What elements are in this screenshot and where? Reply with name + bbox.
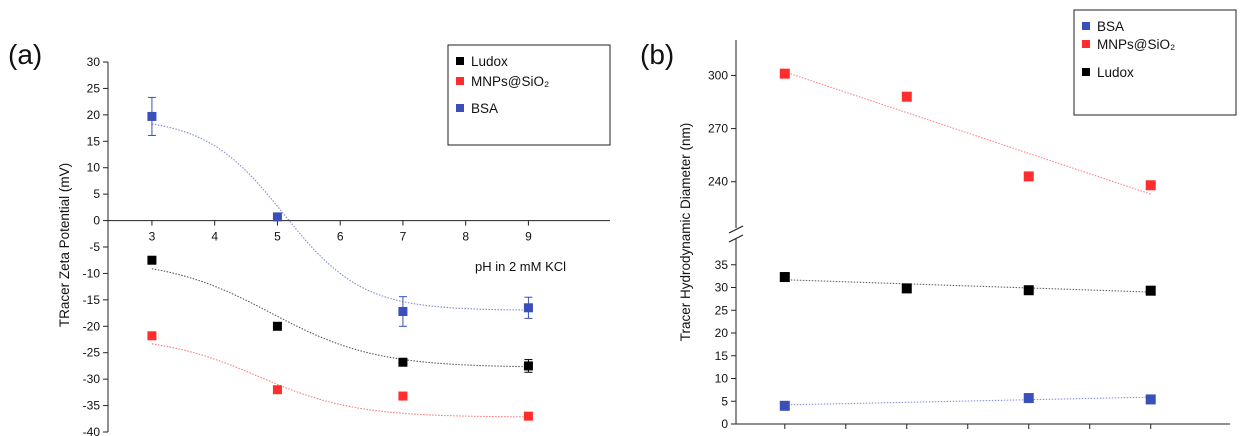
y-tick-label-a: 25 (87, 81, 101, 95)
chart-panel-a: (a) 302520151050-5-10-15-20-25-30-35-403… (8, 39, 611, 436)
y-tick-label-a: -10 (83, 266, 101, 280)
y-tick-label-a: -15 (83, 293, 101, 307)
y-axis-label-a: TRacer Zeta Potential (mV) (57, 163, 72, 327)
data-point-a-bsa (272, 212, 282, 222)
legend-marker-b-mnps (1082, 40, 1090, 48)
y-tick-label-a: -40 (83, 425, 101, 436)
data-point-b-mnps-sio (779, 68, 790, 79)
data-point-a-bsa (398, 306, 408, 316)
legend-marker-b-ludox (1082, 68, 1090, 76)
x-tick-label-a: 6 (337, 230, 344, 244)
x-tick-label-a: 3 (149, 230, 156, 244)
legend-marker-b-bsa (1082, 22, 1090, 30)
data-point-b-mnps-sio (1145, 180, 1156, 191)
legend-label-b-bsa: BSA (1097, 19, 1124, 34)
y-tick-label-b: 30 (715, 281, 729, 295)
fit-curve-a-mnps-sio (151, 343, 529, 418)
y-tick-label-a: -5 (89, 240, 100, 254)
legend-marker-a-ludox (456, 57, 464, 65)
y-tick-label-a: -30 (83, 372, 101, 386)
y-tick-label-b: 300 (708, 68, 728, 82)
legend-box-b (1073, 9, 1237, 116)
y-tick-label-b: 5 (721, 394, 728, 408)
data-point-b-mnps-sio (901, 91, 912, 102)
data-point-a-ludox (147, 255, 157, 265)
y-tick-label-b: 0 (721, 417, 728, 431)
legend-marker-a-mnps (456, 77, 464, 85)
data-point-b-bsa (1145, 394, 1156, 405)
x-axis-label-a: pH in 2 mM KCl (475, 259, 566, 274)
legend-marker-a-bsa (456, 104, 464, 112)
x-tick-label-a: 4 (211, 230, 218, 244)
y-axis-label-b: Tracer Hydrodynamic Diameter (nm) (678, 123, 693, 342)
legend-label-b-ludox: Ludox (1097, 65, 1134, 80)
y-tick-label-a: -35 (83, 399, 101, 413)
data-point-b-ludox (1145, 285, 1156, 296)
data-point-a-bsa (147, 111, 157, 121)
fit-line-b-ludox (784, 279, 1151, 293)
data-point-a-bsa (523, 303, 533, 313)
data-point-b-ludox (901, 283, 912, 294)
data-point-a-ludox (272, 321, 282, 331)
fit-line-b-mnps-sio (784, 71, 1151, 195)
legend-label-b-mnps: MNPs@SiO₂ (1097, 37, 1175, 52)
x-tick-label-a: 9 (525, 230, 532, 244)
y-tick-label-b: 240 (708, 175, 728, 189)
y-tick-label-b: 20 (715, 326, 729, 340)
y-tick-label-b: 15 (715, 349, 729, 363)
y-tick-label-a: -25 (83, 346, 101, 360)
axis-break-mark-b (728, 234, 744, 243)
legend-a: Ludox MNPs@SiO₂ BSA (447, 44, 611, 146)
y-tick-label-b: 10 (715, 372, 729, 386)
y-tick-label-a: 10 (87, 161, 101, 175)
y-tick-label-b: 25 (715, 303, 729, 317)
fit-line-b-bsa (784, 396, 1151, 406)
x-tick-label-a: 5 (274, 230, 281, 244)
data-point-a-ludox (398, 357, 408, 367)
fit-curve-a-ludox (151, 268, 529, 368)
plot-area-b: 0 5 10 15 20 25 30 35 240 270 300 (708, 40, 1230, 431)
y-tick-label-a: -20 (83, 319, 101, 333)
panel-label-b: (b) (640, 39, 674, 70)
data-point-b-bsa (779, 400, 790, 411)
x-tick-label-a: 8 (462, 230, 469, 244)
y-tick-label-b: 35 (715, 258, 729, 272)
y-tick-label-a: 30 (87, 55, 101, 69)
data-point-a-mnps-sio (147, 331, 157, 341)
legend-label-a-ludox: Ludox (471, 54, 508, 69)
data-point-b-bsa (1023, 393, 1034, 404)
panel-label-a: (a) (8, 39, 42, 70)
legend-box-a (447, 44, 611, 146)
y-tick-label-a: 15 (87, 134, 101, 148)
axis-break-mark-b (728, 225, 744, 234)
data-point-a-ludox (523, 361, 533, 371)
chart-panel-b: (b) 0 5 10 15 20 25 30 35 240 270 300 Tracer Hydro… (640, 9, 1237, 431)
y-tick-label-b: 270 (708, 122, 728, 136)
legend-label-a-mnps: MNPs@SiO₂ (471, 74, 549, 89)
x-tick-label-a: 7 (400, 230, 407, 244)
y-tick-label-a: 20 (87, 108, 101, 122)
y-tick-label-a: 0 (93, 214, 100, 228)
data-point-a-mnps-sio (398, 391, 408, 401)
data-point-b-mnps-sio (1023, 171, 1034, 182)
fit-curve-a-bsa (151, 123, 529, 311)
data-point-a-mnps-sio (523, 411, 533, 421)
y-tick-label-a: 5 (93, 187, 100, 201)
data-point-b-ludox (779, 272, 790, 283)
plot-area-a: 30 25 20 15 10 5 0 -5 -10 -15 -20 -25 -30 -35 -40 3 4 5 6 7… (83, 55, 610, 436)
legend-label-a-bsa: BSA (471, 101, 498, 116)
data-point-b-ludox (1023, 285, 1034, 296)
legend-b: BSA MNPs@SiO₂ Ludox (1073, 9, 1237, 116)
data-point-a-mnps-sio (272, 385, 282, 395)
